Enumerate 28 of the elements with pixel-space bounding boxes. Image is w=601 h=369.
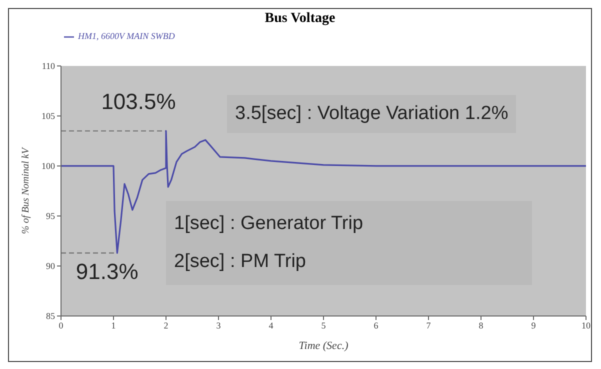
annotation: 1[sec] : Generator Trip (174, 212, 364, 236)
note-box: 1[sec] : Generator Trip 2[sec] : PM Trip (166, 201, 532, 285)
ref-line-label: 91.3% (74, 259, 140, 286)
y-tick-label: 105 (42, 111, 56, 122)
x-axis-title: Time (Sec.) (298, 340, 349, 352)
x-tick-label: 1 (111, 320, 116, 330)
ref-line-label: 103.5% (100, 88, 177, 115)
chart-title: Bus Voltage (264, 11, 336, 27)
x-tick-label: 3 (216, 320, 222, 330)
annotation: 2[sec] : PM Trip (174, 250, 307, 274)
x-tick-label: 10 (582, 320, 591, 330)
y-tick-label: 110 (42, 61, 56, 72)
x-tick-label: 5 (321, 320, 326, 330)
x-tick-label: 0 (58, 320, 64, 330)
legend-label: HM1, 6600V MAIN SWBD (78, 31, 175, 41)
x-tick-label: 9 (531, 320, 536, 330)
x-tick-label: 6 (374, 320, 379, 330)
y-tick-label: 85 (46, 311, 56, 322)
x-tick-label: 2 (164, 320, 168, 330)
x-tick-label: 4 (268, 320, 274, 330)
x-tick-label: 8 (478, 320, 484, 330)
y-axis-title: % of Bus Nominal kV (20, 146, 32, 234)
y-tick-label: 95 (46, 211, 56, 222)
note-box: 3.5[sec] : Voltage Variation 1.2% (227, 95, 516, 133)
line-series (61, 130, 586, 254)
y-tick-label: 100 (42, 161, 56, 172)
x-tick-label: 7 (426, 320, 432, 330)
y-tick-label: 90 (46, 261, 56, 272)
